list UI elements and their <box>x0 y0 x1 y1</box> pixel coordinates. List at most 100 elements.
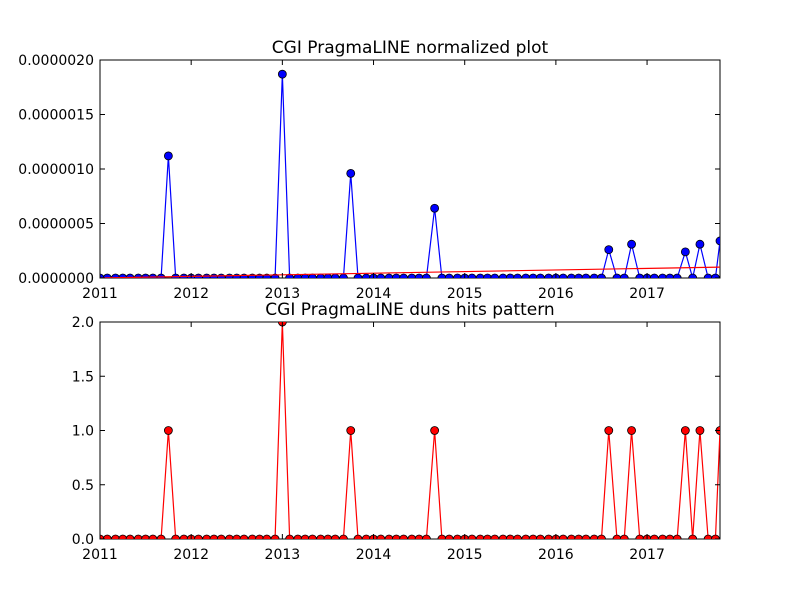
data-point <box>444 273 454 278</box>
data-point <box>430 426 440 435</box>
data-point <box>353 534 363 539</box>
data-point <box>300 273 310 278</box>
x-tick-label: 2017 <box>629 286 665 302</box>
data-point <box>665 273 675 278</box>
x-tick-label: 2014 <box>356 286 392 302</box>
data-point <box>255 534 264 539</box>
data-point <box>505 273 515 278</box>
data-point <box>498 273 508 278</box>
data-point <box>688 534 698 539</box>
y-tick-label: 0.5 <box>72 478 94 494</box>
data-point <box>414 534 424 539</box>
data-point <box>490 273 500 278</box>
data-point <box>111 534 120 539</box>
data-point <box>513 534 522 539</box>
data-point <box>581 534 591 539</box>
tick-layer: 2011 2012 2013 2014 2015 2016 2017 0.0000000 0.0… <box>18 53 720 302</box>
x-tick-label: 2011 <box>82 547 118 563</box>
data-point <box>148 534 158 539</box>
data-point <box>558 273 568 278</box>
data-point <box>589 534 599 539</box>
data-point <box>179 534 189 539</box>
data-point <box>376 273 386 278</box>
data-point <box>566 273 576 278</box>
data-point <box>619 534 629 539</box>
data-point <box>574 534 584 539</box>
chart-title: CGI PragmaLINE normalized plot <box>272 38 549 58</box>
y-tick-label: 0.0000010 <box>18 162 94 178</box>
data-point <box>513 273 522 278</box>
data-point <box>148 273 158 278</box>
data-point <box>612 273 622 278</box>
data-point <box>102 534 112 539</box>
data-point <box>384 534 394 539</box>
y-tick-label: 0.0000005 <box>18 217 94 233</box>
data-point <box>209 534 219 539</box>
data-point <box>544 534 553 539</box>
x-tick-label: 2015 <box>447 286 483 302</box>
data-point <box>156 534 166 539</box>
data-point <box>308 273 317 278</box>
data-point <box>649 273 659 278</box>
x-tick-label: 2011 <box>82 286 118 302</box>
data-point <box>535 273 545 278</box>
x-tick-label: 2017 <box>629 547 665 563</box>
data-point <box>346 168 356 178</box>
data-point <box>695 239 705 249</box>
data-point <box>232 534 242 539</box>
series-line-1 <box>100 266 720 278</box>
data-point <box>102 273 112 278</box>
data-point <box>125 534 135 539</box>
data-point <box>703 273 713 278</box>
series-layer <box>100 69 720 278</box>
data-point <box>300 534 310 539</box>
data-point <box>627 239 636 249</box>
data-point <box>407 534 417 539</box>
data-point <box>619 273 629 278</box>
data-point <box>635 534 645 539</box>
data-point <box>688 273 698 278</box>
data-point <box>422 273 431 278</box>
data-point <box>171 534 181 539</box>
data-point <box>544 273 553 278</box>
data-point <box>323 534 333 539</box>
data-point <box>672 534 682 539</box>
x-tick-label: 2013 <box>265 286 301 302</box>
data-point <box>163 151 173 161</box>
y-tick-label: 0.0000000 <box>18 271 94 287</box>
data-point <box>498 534 508 539</box>
y-tick-label: 0.0000020 <box>18 53 94 69</box>
data-point <box>216 534 226 539</box>
data-point <box>323 273 333 278</box>
y-tick-label: 2.0 <box>72 315 94 331</box>
data-point <box>475 534 485 539</box>
data-point <box>209 273 219 278</box>
data-point <box>680 426 690 435</box>
data-point <box>163 426 173 435</box>
data-point <box>521 534 531 539</box>
data-point <box>156 273 166 278</box>
data-point <box>239 534 249 539</box>
data-point <box>361 273 371 278</box>
x-tick-label: 2012 <box>173 547 209 563</box>
data-point <box>535 534 545 539</box>
data-point <box>194 534 203 539</box>
data-point <box>521 273 531 278</box>
data-point <box>566 534 576 539</box>
tick-layer: 2011 2012 2013 2014 2015 2016 2017 0.0 0.5 1.0 1.5… <box>72 315 720 563</box>
data-point <box>391 534 401 539</box>
data-point <box>407 273 417 278</box>
data-point <box>597 273 606 278</box>
data-point <box>437 534 447 539</box>
data-point <box>680 247 690 257</box>
data-point <box>528 534 538 539</box>
data-point <box>270 534 280 539</box>
data-point <box>528 273 538 278</box>
data-point <box>399 273 409 278</box>
data-point <box>277 69 287 79</box>
y-tick-label: 0.0 <box>72 532 94 548</box>
data-point <box>118 534 128 539</box>
data-point <box>483 273 492 278</box>
data-point <box>695 426 705 435</box>
plot-area-frame <box>99 59 721 279</box>
